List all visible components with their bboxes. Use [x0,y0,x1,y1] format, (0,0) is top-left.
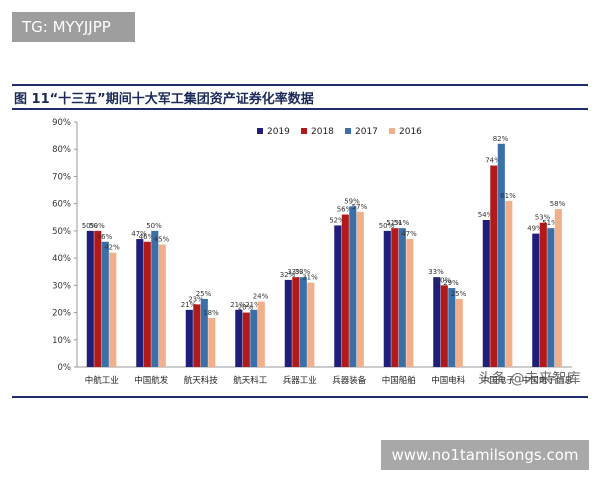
bar-data-label: 24% [253,293,269,301]
bar-2017 [300,277,307,367]
y-tick-label: 10% [52,336,71,346]
bar-data-label: 31% [302,274,318,282]
y-tick-label: 40% [52,254,71,264]
bar-2018 [193,304,200,367]
bar-2018 [540,223,547,367]
bar-2019 [384,231,391,367]
category-label: 中国电科 [431,375,466,386]
category-label: 兵器工业 [283,375,317,386]
bar-data-label: 25% [451,290,467,298]
bar-2018 [144,242,151,367]
legend-label-2018: 2018 [311,127,334,137]
bar-2019 [186,310,193,367]
top-tag-box: TG: MYYJJPP [12,12,135,42]
y-tick-label: 70% [52,172,71,182]
bar-2018 [94,231,101,367]
bar-2018 [391,228,398,367]
legend-swatch-2018 [301,128,307,134]
category-label: 航天科技 [184,375,219,386]
y-tick-label: 80% [52,145,71,155]
y-tick-label: 0% [58,363,72,373]
top-tag-text: TG: MYYJJPP [22,18,111,36]
bar-2016 [159,245,166,368]
bar-2018 [292,277,299,367]
chart-area: 0% 10% 20% 30% 40% 50% 60% 70% 80% 90% 50% 50% 46% 42… [12,110,588,392]
bar-data-label: 33% [428,268,444,276]
bar-data-label: 82% [493,135,509,143]
category-label: 中国船舶 [382,375,416,386]
y-tick-label: 60% [52,200,71,210]
legend-swatch-2019 [257,128,263,134]
bar-data-label: 42% [104,244,120,252]
y-tick-label: 30% [52,281,71,291]
bar-2016 [307,283,314,367]
bar-data-label: 25% [196,290,212,298]
title-top-rule [12,84,588,86]
bar-2019 [136,239,143,367]
bar-2017 [448,288,455,367]
bar-data-label: 18% [203,309,219,317]
legend-label-2019: 2019 [267,127,290,137]
bar-2016 [208,318,215,367]
bar-2018 [441,285,448,367]
bar-data-label: 50% [89,222,105,230]
bar-2017 [498,144,505,367]
bar-data-label: 50% [146,222,162,230]
bar-2017 [349,206,356,367]
bar-2019 [334,225,341,367]
legend-label-2017: 2017 [355,127,378,137]
legend-swatch-2016 [389,128,395,134]
bar-data-label: 57% [352,203,368,211]
footer-url-box: www.no1tamilsongs.com [381,440,589,470]
y-tick-label: 20% [52,309,71,319]
bar-2018 [243,313,250,367]
legend-swatch-2017 [345,128,351,134]
bar-2017 [250,310,257,367]
bar-2017 [102,242,109,367]
bar-2016 [555,209,562,367]
bottom-rule [12,396,588,398]
bar-2019 [87,231,94,367]
bar-data-label: 61% [500,192,516,200]
bar-data-label: 29% [443,279,459,287]
bar-2019 [285,280,292,367]
bar-data-label: 45% [154,236,170,244]
bar-data-label: 46% [97,233,113,241]
figure-title: 图 11“十三五”期间十大军工集团资产证券化率数据 [14,88,314,107]
bar-2017 [547,228,554,367]
category-label: 中国航发 [134,375,169,386]
bar-2019 [483,220,490,367]
footer-url-text: www.no1tamilsongs.com [391,446,578,464]
bar-2019 [532,234,539,367]
bar-2016 [406,239,413,367]
category-label: 中航工业 [85,375,119,386]
bar-2016 [456,299,463,367]
bar-2018 [342,215,349,367]
bar-data-label: 51% [394,219,410,227]
bar-2016 [357,212,364,367]
bar-2016 [109,253,116,367]
y-tick-label: 50% [52,227,71,237]
bar-2018 [490,166,497,367]
y-tick-label: 90% [52,118,71,128]
watermark-text: 头条 @未来智库 [478,368,580,388]
legend-label-2016: 2016 [399,127,422,137]
category-label: 航天科工 [233,375,268,386]
bar-2016 [505,201,512,367]
bar-2019 [433,277,440,367]
bar-2016 [258,302,265,367]
bar-2017 [399,228,406,367]
bar-data-label: 58% [550,200,566,208]
bar-2019 [235,310,242,367]
bar-data-label: 47% [401,230,417,238]
bar-2017 [151,231,158,367]
category-label: 兵器装备 [332,375,367,386]
